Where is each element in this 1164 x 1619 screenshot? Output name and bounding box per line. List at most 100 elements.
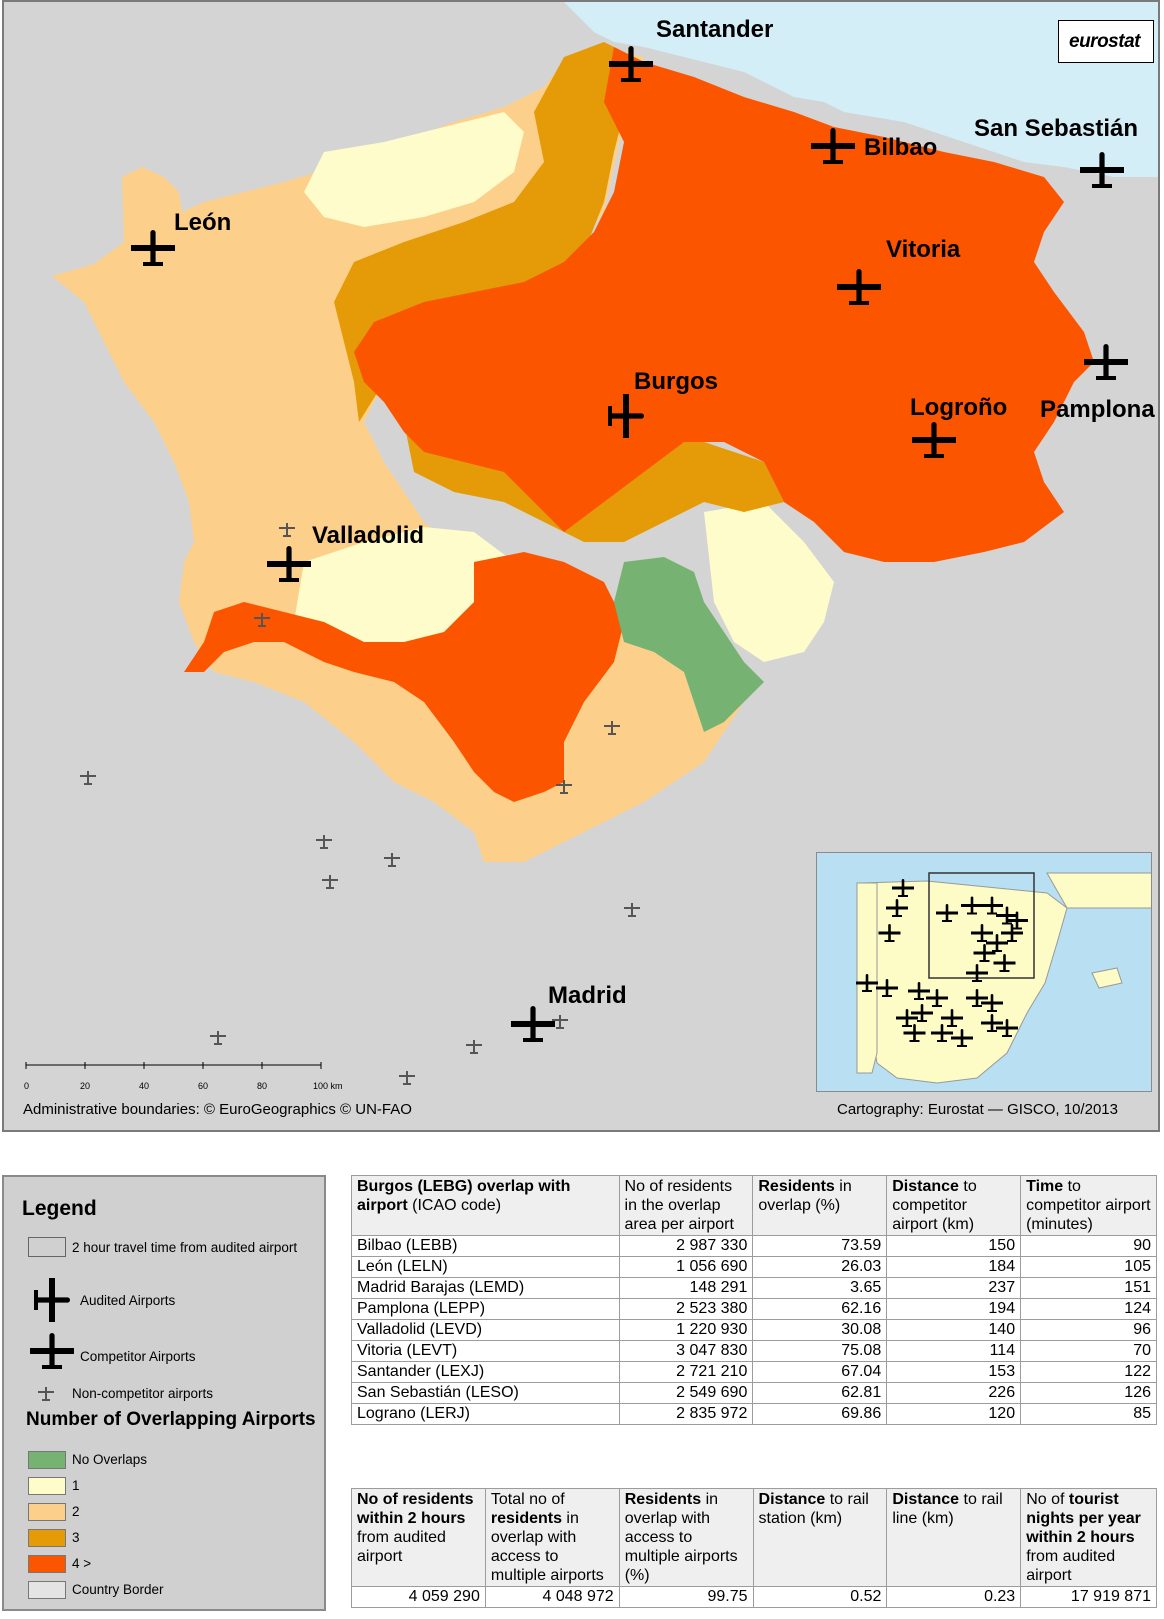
scale-label: 80: [257, 1081, 268, 1091]
table-cell: 73.59: [752, 1235, 888, 1257]
table-header-row: No of residents within 2 hours from audi…: [351, 1488, 1157, 1587]
eurostat-logo: eurostat: [1058, 20, 1154, 63]
zone-1: [704, 502, 834, 662]
legend-item-noncompetitor: Non-competitor airports: [4, 1383, 324, 1409]
table-cell: 75.08: [752, 1340, 888, 1362]
table-cell: 151: [1020, 1277, 1157, 1299]
table-row: Valladolid (LEVD) 1 220 930 30.08 140 96: [351, 1319, 1157, 1341]
zone-4-plus: [354, 47, 1094, 562]
city-label-santander: Santander: [656, 16, 774, 43]
region-map: [25, 2, 1158, 1085]
table-cell: 90: [1020, 1235, 1157, 1257]
competitor-plane-icon: [30, 1333, 74, 1369]
table-row: Lograno (LERJ) 2 835 972 69.86 120 85: [351, 1403, 1157, 1425]
table-cell: Valladolid (LEVD): [351, 1319, 620, 1341]
table-cell: 17 919 871: [1020, 1586, 1157, 1608]
table-cell: 26.03: [752, 1256, 888, 1278]
scale-label: 100 km: [313, 1081, 343, 1091]
header-cell: Distance to rail station (km): [752, 1488, 888, 1587]
table-cell: 150: [886, 1235, 1022, 1257]
city-label-san-sebastian: San Sebastián: [974, 115, 1139, 142]
legend-subtitle: Number of Overlapping Airports: [26, 1409, 316, 1430]
table-row: Vitoria (LEVT) 3 047 830 75.08 114 70: [351, 1340, 1157, 1362]
table-cell: 2 721 210: [618, 1361, 754, 1383]
map-panel: Santander Bilbao San Sebastián León Vito…: [2, 0, 1160, 1132]
legend-class-4-plus: 4 >: [4, 1553, 324, 1579]
table-cell: Madrid Barajas (LEMD): [351, 1277, 620, 1299]
table-cell: Bilbao (LEBB): [351, 1235, 620, 1257]
plane-madrid: [511, 1006, 555, 1042]
small-plane-icon: [38, 1387, 54, 1401]
table-cell: 122: [1020, 1361, 1157, 1383]
legend-panel: Legend 2 hour travel time from audited a…: [2, 1175, 326, 1611]
table-row: Bilbao (LEBB) 2 987 330 73.59 150 90: [351, 1235, 1157, 1257]
zone-1: [304, 112, 524, 227]
inset-overview-map: [816, 852, 1152, 1092]
table-cell: Pamplona (LEPP): [351, 1298, 620, 1320]
scale-bar: [25, 1062, 322, 1069]
header-cell: Burgos (LEBG) overlap with airport (ICAO…: [351, 1175, 620, 1236]
city-label-burgos: Burgos: [634, 368, 718, 395]
header-cell: No of residents within 2 hours from audi…: [351, 1488, 486, 1587]
table-cell: 194: [886, 1298, 1022, 1320]
table-row: 4 059 290 4 048 972 99.75 0.52 0.23 17 9…: [351, 1586, 1157, 1608]
table-cell: 148 291: [618, 1277, 754, 1299]
table-cell: 184: [886, 1256, 1022, 1278]
header-cell: No of residents in the overlap area per …: [618, 1175, 754, 1236]
table-cell: 114: [886, 1340, 1022, 1362]
table-cell: 70: [1020, 1340, 1157, 1362]
zone-no-overlap: [614, 557, 764, 732]
audited-plane-icon: [34, 1278, 70, 1322]
table-cell: 69.86: [752, 1403, 888, 1425]
credit-boundaries: Administrative boundaries: © EuroGeograp…: [23, 1101, 412, 1118]
table-cell: 85: [1020, 1403, 1157, 1425]
legend-class-no-overlaps: No Overlaps: [4, 1449, 324, 1475]
table-cell: 1 220 930: [618, 1319, 754, 1341]
rectangle-icon: [28, 1237, 66, 1257]
city-label-madrid: Madrid: [548, 982, 627, 1009]
table-row: San Sebastián (LESO) 2 549 690 62.81 226 126: [351, 1382, 1157, 1404]
city-label-valladolid: Valladolid: [312, 522, 425, 549]
legend-class-2: 2: [4, 1501, 324, 1527]
city-label-logrono: Logroño: [910, 394, 1008, 421]
city-label-pamplona: Pamplona: [1040, 396, 1155, 423]
table-cell: Vitoria (LEVT): [351, 1340, 620, 1362]
scale-label: 60: [198, 1081, 209, 1091]
legend-title: Legend: [22, 1197, 97, 1220]
table-cell: 3.65: [752, 1277, 888, 1299]
table-cell: 153: [886, 1361, 1022, 1383]
sea-area: [564, 2, 1158, 177]
header-cell: Time to competitor airport (minutes): [1020, 1175, 1157, 1236]
table-cell: 30.08: [752, 1319, 888, 1341]
table-cell: 0.23: [886, 1586, 1022, 1608]
table-cell: 1 056 690: [618, 1256, 754, 1278]
table-cell: León (LELN): [351, 1256, 620, 1278]
plane-pamplona: [1084, 344, 1128, 380]
header-cell: No of tourist nights per year within 2 h…: [1020, 1488, 1157, 1587]
table-row: Santander (LEXJ) 2 721 210 67.04 153 122: [351, 1361, 1157, 1383]
table-cell: 0.52: [752, 1586, 888, 1608]
summary-table: No of residents within 2 hours from audi…: [351, 1488, 1157, 1608]
table-cell: 2 549 690: [618, 1382, 754, 1404]
table-cell: 105: [1020, 1256, 1157, 1278]
header-cell: Total no of residents in overlap with ac…: [484, 1488, 620, 1587]
city-label-vitoria: Vitoria: [886, 236, 961, 263]
legend-item-audited: Audited Airports: [4, 1277, 324, 1323]
legend-class-3: 3: [4, 1527, 324, 1553]
legend-class-1: 1: [4, 1475, 324, 1501]
scale-label: 20: [80, 1081, 91, 1091]
table-cell: 126: [1020, 1382, 1157, 1404]
city-label-leon: León: [174, 209, 232, 236]
table-cell: 120: [886, 1403, 1022, 1425]
table-cell: 140: [886, 1319, 1022, 1341]
table-cell: 62.81: [752, 1382, 888, 1404]
table-cell: 237: [886, 1277, 1022, 1299]
header-cell: Distance to rail line (km): [886, 1488, 1022, 1587]
table-row: Pamplona (LEPP) 2 523 380 62.16 194 124: [351, 1298, 1157, 1320]
inset-extent-box: [928, 872, 1035, 979]
city-label-bilbao: Bilbao: [864, 134, 938, 161]
table-cell: Santander (LEXJ): [351, 1361, 620, 1383]
table-cell: 124: [1020, 1298, 1157, 1320]
table-cell: 2 523 380: [618, 1298, 754, 1320]
table-cell: 4 048 972: [484, 1586, 620, 1608]
